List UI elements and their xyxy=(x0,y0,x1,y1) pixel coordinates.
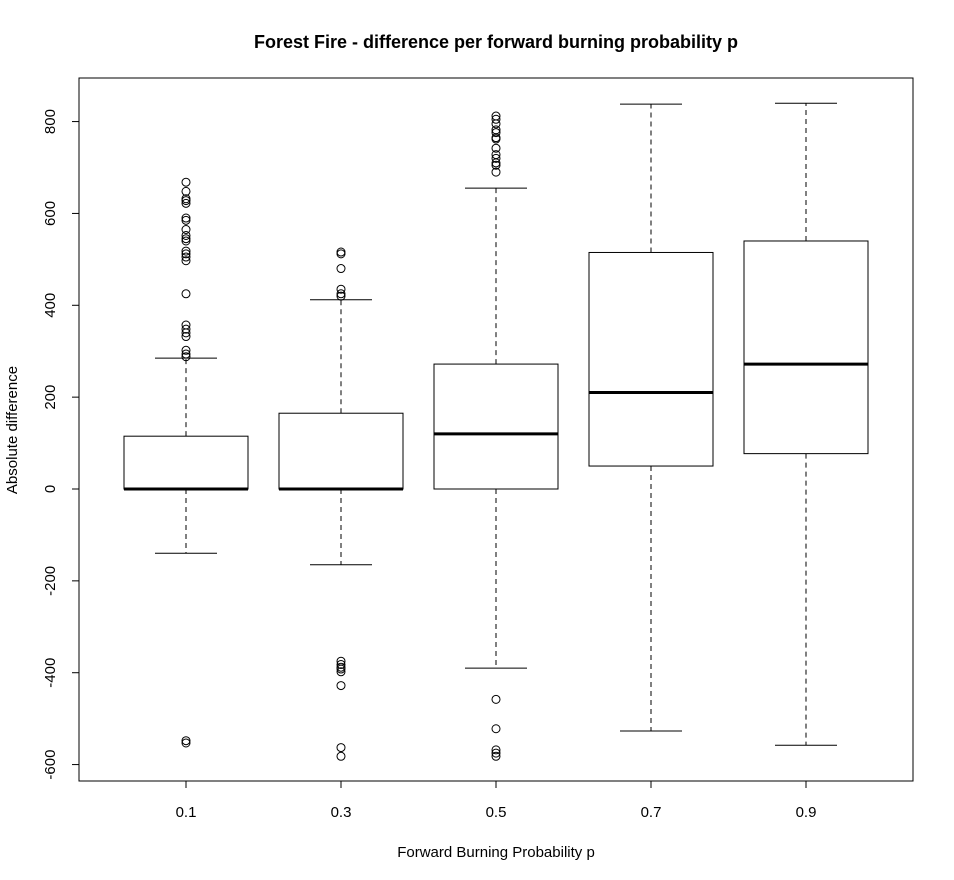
outlier-point xyxy=(491,694,501,704)
outlier-point xyxy=(181,246,191,256)
outlier-point xyxy=(336,659,346,669)
outlier-point xyxy=(491,134,501,144)
outlier-point xyxy=(491,167,501,177)
outlier-point xyxy=(491,751,501,761)
outlier-point xyxy=(181,332,191,342)
outlier-point xyxy=(491,724,501,734)
y-tick-label: -200 xyxy=(42,566,59,596)
outlier-point xyxy=(181,213,191,223)
interquartile-box xyxy=(743,240,869,455)
outlier-point xyxy=(336,291,346,301)
outlier-point xyxy=(181,249,191,259)
outlier-point xyxy=(181,352,191,362)
outlier-point xyxy=(181,198,191,208)
outlier-point xyxy=(491,153,501,163)
y-tick-label: 0 xyxy=(42,485,59,493)
interquartile-box xyxy=(433,363,559,490)
x-tick-label: 0.5 xyxy=(486,804,507,821)
outlier-point xyxy=(181,236,191,246)
outlier-point xyxy=(181,230,191,240)
outlier-point xyxy=(336,664,346,674)
x-axis: 0.1 0.3 0.5 0.7 0.9 xyxy=(176,780,817,821)
interquartile-box xyxy=(588,251,714,467)
outlier-point xyxy=(181,186,191,196)
y-axis-label: Absolute difference xyxy=(4,366,21,494)
outlier-point xyxy=(336,289,346,299)
interquartile-box xyxy=(278,412,404,490)
y-tick-label: -600 xyxy=(42,750,59,780)
outlier-point xyxy=(181,252,191,262)
y-tick-label: -400 xyxy=(42,658,59,688)
y-tick-label: 600 xyxy=(42,201,59,226)
outlier-point xyxy=(491,748,501,758)
x-tick-label: 0.1 xyxy=(176,804,197,821)
outlier-point xyxy=(181,194,191,204)
chart-title: Forest Fire - difference per forward bur… xyxy=(254,32,738,52)
x-tick-label: 0.9 xyxy=(796,804,817,821)
outlier-point xyxy=(181,256,191,266)
outlier-point xyxy=(491,160,501,170)
outlier-point xyxy=(491,114,501,124)
outlier-point xyxy=(181,738,191,748)
outlier-point xyxy=(336,247,346,257)
outlier-point xyxy=(491,143,501,153)
outlier-point xyxy=(181,324,191,334)
y-axis: -600 -400 -200 0 200 400 600 800 xyxy=(42,109,80,780)
boxes-group xyxy=(123,102,869,761)
box-0-1 xyxy=(123,177,249,748)
outlier-point xyxy=(181,196,191,206)
y-tick-label: 400 xyxy=(42,293,59,318)
outlier-point xyxy=(181,345,191,355)
outlier-point xyxy=(491,158,501,168)
x-tick-label: 0.3 xyxy=(331,804,352,821)
outlier-point xyxy=(181,328,191,338)
outlier-point xyxy=(491,128,501,138)
outlier-point xyxy=(181,736,191,746)
box-0-9 xyxy=(743,102,869,746)
outlier-point xyxy=(336,264,346,274)
box-0-3 xyxy=(278,247,404,761)
interquartile-box xyxy=(123,435,249,490)
outlier-point xyxy=(181,349,191,359)
outlier-point xyxy=(336,284,346,294)
outlier-point xyxy=(336,249,346,259)
outlier-point xyxy=(181,225,191,235)
y-tick-label: 800 xyxy=(42,109,59,134)
x-axis-label: Forward Burning Probability p xyxy=(397,844,595,861)
outlier-point xyxy=(181,177,191,187)
outlier-point xyxy=(181,289,191,299)
box-0-7 xyxy=(588,103,714,732)
outlier-point xyxy=(491,119,501,129)
outlier-point xyxy=(336,681,346,691)
outlier-point xyxy=(181,215,191,225)
outlier-point xyxy=(336,751,346,761)
outlier-point xyxy=(181,234,191,244)
x-tick-label: 0.7 xyxy=(641,804,662,821)
y-tick-label: 200 xyxy=(42,385,59,410)
outlier-point xyxy=(491,745,501,755)
outlier-point xyxy=(336,667,346,677)
box-0-5 xyxy=(433,111,559,761)
outlier-point xyxy=(336,743,346,753)
